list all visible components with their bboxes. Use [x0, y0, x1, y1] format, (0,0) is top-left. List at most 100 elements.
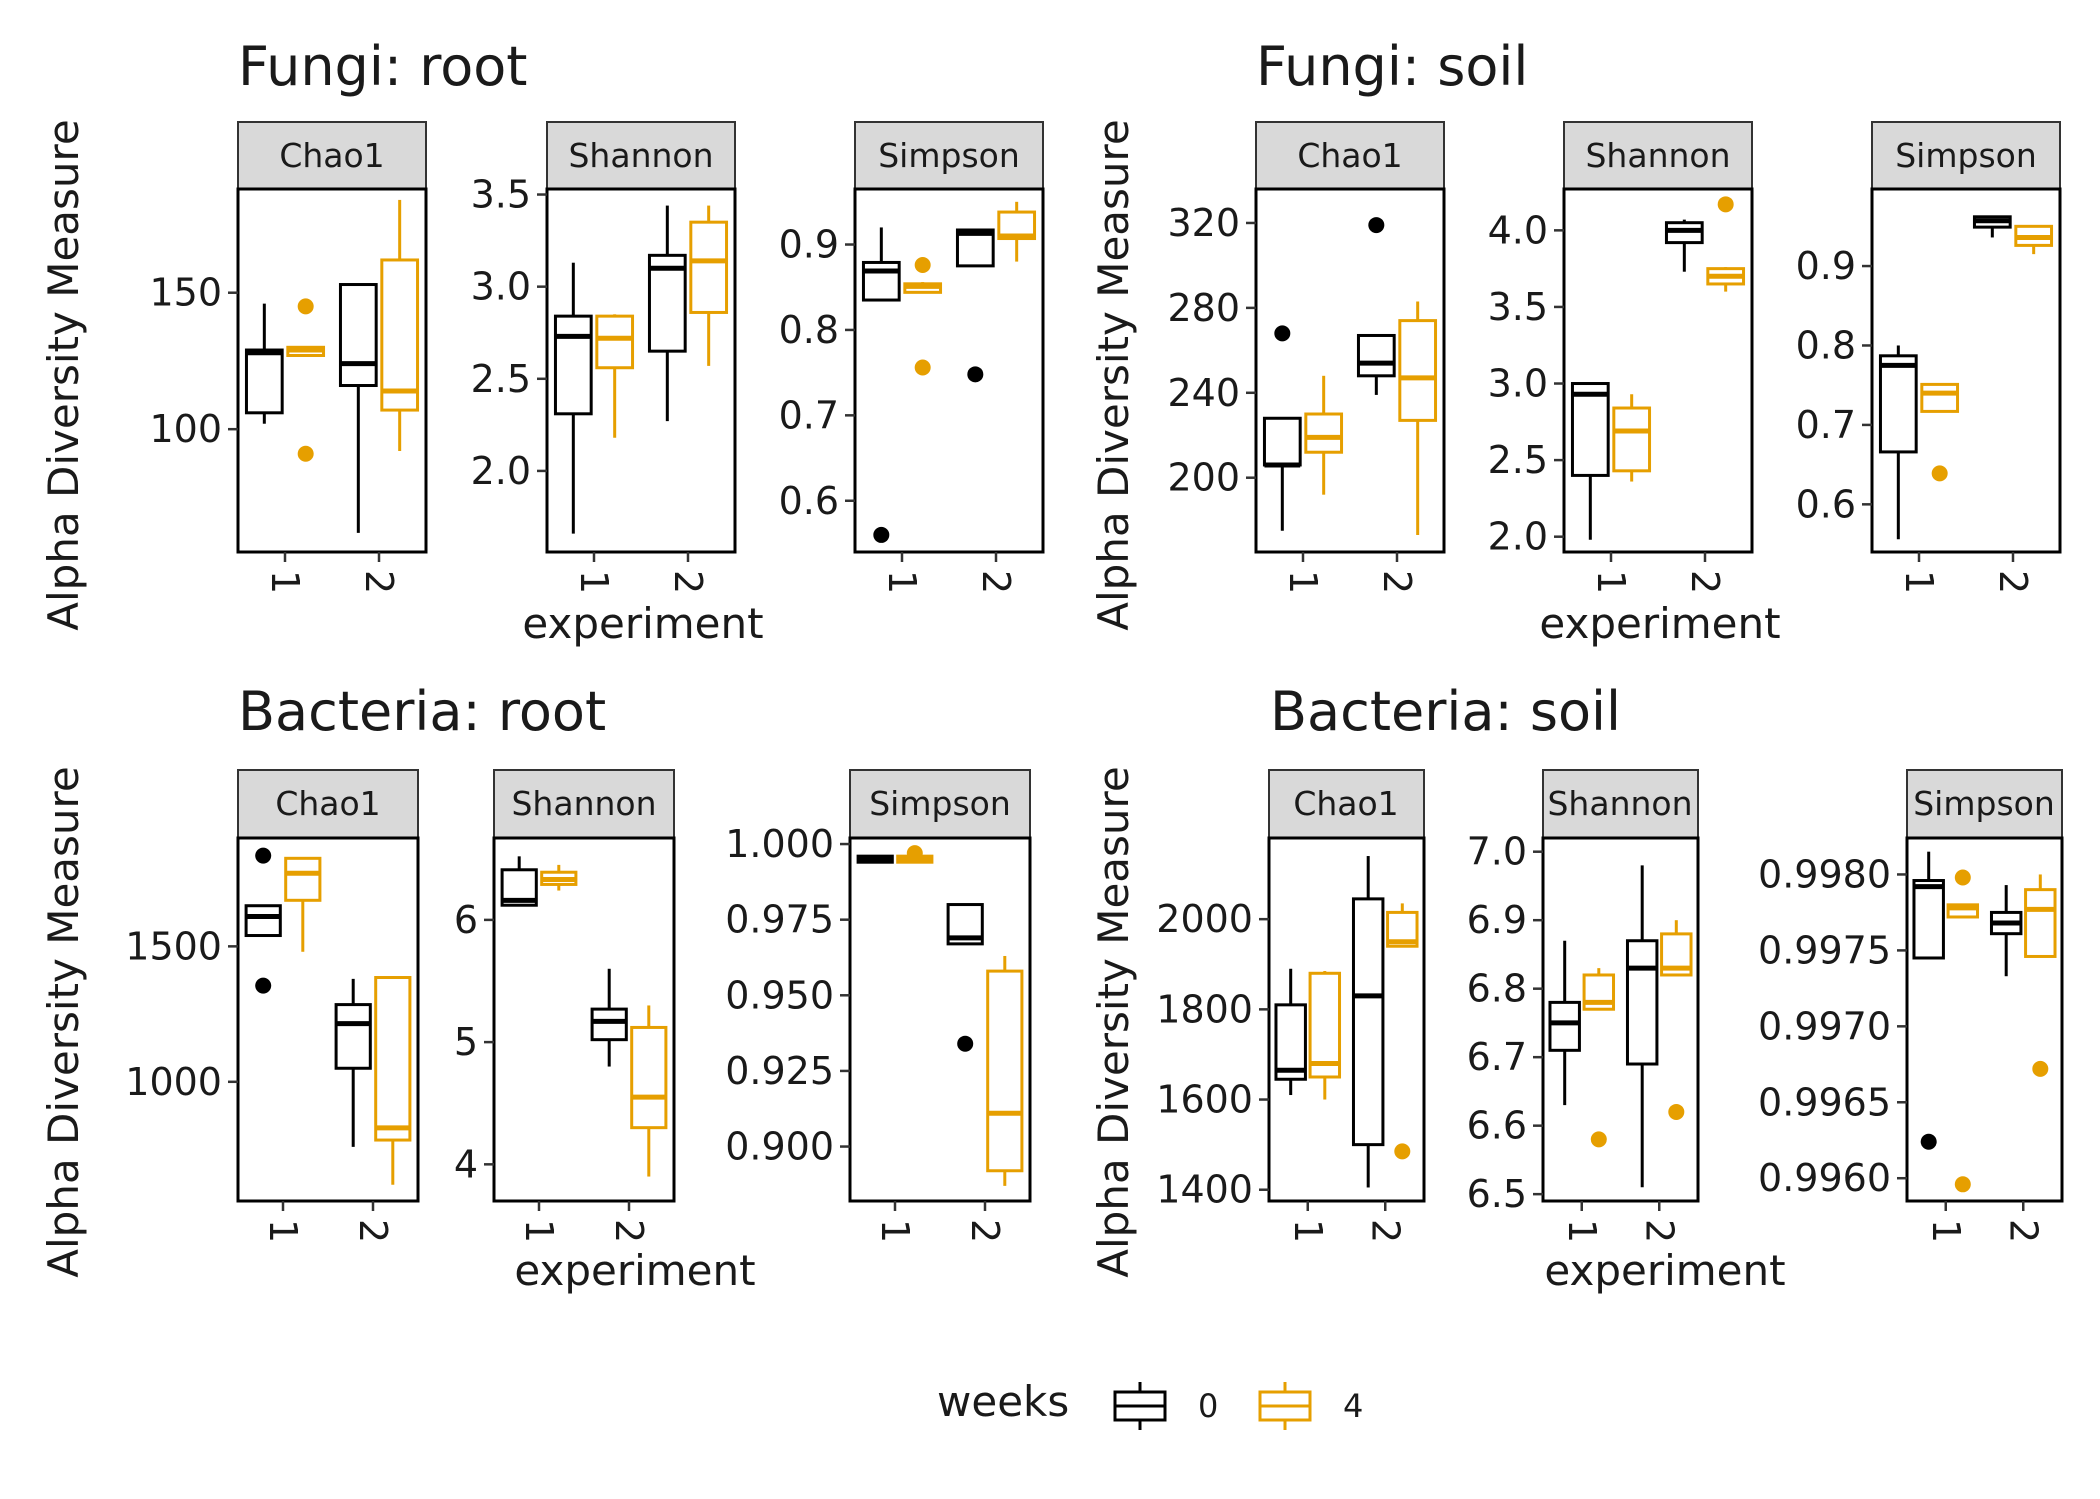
- x-tick-label: 1: [873, 1219, 917, 1243]
- box-week4-exp2: [630, 1005, 668, 1177]
- box-week4-exp2: [2014, 224, 2054, 255]
- panel-border: [1870, 187, 2062, 554]
- facet-plot-shannon: 6.5 6.6 6.7 6.8 6.9 7.0 1 2: [1467, 830, 1700, 1243]
- panel-border: [236, 187, 428, 554]
- chart-title: Fungi: soil: [1256, 35, 1528, 98]
- x-tick-label: 2: [974, 570, 1018, 594]
- facet-shannon: Shannon: [1563, 121, 1753, 190]
- panel-border: [1541, 836, 1700, 1203]
- facet-plot-chao1: 200 240 280 320 1 2: [1167, 187, 1446, 594]
- strip-label: Chao1: [1297, 136, 1402, 175]
- box-week4-exp1: [903, 257, 943, 376]
- y-tick-label: 3.5: [471, 173, 531, 217]
- chart-bacteria-soil: Bacteria: soil Alpha Diversity Measure e…: [1089, 680, 2063, 1295]
- box-week0-exp1: [244, 303, 284, 424]
- box-week4-exp1: [595, 314, 635, 438]
- y-tick-label: 6.5: [1467, 1172, 1527, 1216]
- box-week0-exp1: [1548, 940, 1581, 1106]
- strip-label: Chao1: [275, 784, 380, 823]
- box-week0-exp1: [861, 227, 901, 543]
- outlier-point: [914, 359, 931, 376]
- y-tick-label: 2000: [1156, 897, 1253, 941]
- y-tick-label: 4: [454, 1142, 478, 1186]
- y-tick-label: 6.6: [1467, 1104, 1527, 1148]
- box-week0-exp1: [1262, 325, 1302, 531]
- y-tick-label: 2.5: [1488, 438, 1548, 482]
- box-week0-exp1: [244, 847, 282, 994]
- x-tick-label: 2: [1991, 570, 2035, 594]
- box-iqr: [244, 904, 282, 938]
- box-iqr: [1356, 333, 1396, 378]
- outlier-point: [967, 366, 984, 383]
- facet-plot-simpson: 0.900 0.925 0.950 0.975 1.000 1 2: [725, 822, 1032, 1243]
- box-iqr: [1612, 406, 1652, 473]
- x-tick-label: 1: [1589, 570, 1633, 594]
- y-tick-label: 0.6: [779, 479, 839, 523]
- outlier-point: [1954, 869, 1971, 886]
- outlier-point: [1590, 1131, 1607, 1148]
- box-iqr: [630, 1025, 668, 1130]
- y-tick-label: 3.0: [471, 265, 531, 309]
- box-iqr: [689, 220, 729, 314]
- box-week0-exp2: [946, 903, 984, 1052]
- y-tick-label: 0.8: [779, 308, 839, 352]
- x-tick-label: 2: [351, 1219, 395, 1243]
- y-tick-label: 0.9: [779, 223, 839, 267]
- outlier-point: [1717, 196, 1734, 213]
- box-iqr: [553, 314, 593, 416]
- y-tick-label: 0.9960: [1758, 1156, 1891, 1200]
- x-tick-label: 1: [1286, 1219, 1330, 1243]
- y-tick-label: 2.0: [1488, 515, 1548, 559]
- box-week4-exp2: [997, 201, 1037, 262]
- outlier-point: [957, 1035, 974, 1052]
- box-week4-exp2: [1386, 903, 1419, 1160]
- x-tick-label: 2: [963, 1219, 1007, 1243]
- box-week0-exp2: [1972, 215, 2012, 238]
- x-tick-label: 1: [1281, 570, 1325, 594]
- y-tick-label: 6: [454, 898, 478, 942]
- box-iqr: [2024, 888, 2057, 958]
- facet-plot-simpson: 0.9960 0.9965 0.9970 0.9975 0.9980 1 2: [1758, 836, 2064, 1243]
- box-iqr: [1262, 416, 1302, 467]
- x-tick-label: 2: [1363, 1219, 1407, 1243]
- outlier-point: [914, 257, 931, 274]
- chart-fungi-root: Fungi: root Alpha Diversity Measure expe…: [39, 35, 1044, 648]
- outlier-point: [1394, 1143, 1411, 1160]
- box-week4-exp2: [1660, 920, 1693, 1120]
- box-iqr: [955, 228, 995, 268]
- panel-border: [236, 836, 420, 1203]
- panel-border: [1267, 836, 1426, 1203]
- facet-shannon: Shannon: [546, 121, 736, 190]
- y-tick-label: 6.9: [1467, 898, 1527, 942]
- box-week0-exp2: [955, 228, 995, 383]
- y-tick-label: 150: [149, 271, 222, 315]
- outlier-point: [873, 526, 890, 543]
- chart-bacteria-root: Bacteria: root Alpha Diversity Measure e…: [39, 680, 1031, 1295]
- box-week4-exp2: [2024, 874, 2057, 1077]
- y-tick-label: 0.9965: [1758, 1080, 1891, 1124]
- legend-key-week0: [1113, 1382, 1167, 1430]
- panel-border: [1562, 187, 1754, 554]
- facet-simpson: Simpson: [849, 769, 1031, 839]
- x-tick-label: 1: [263, 570, 307, 594]
- box-iqr: [1912, 879, 1945, 960]
- x-axis-title: experiment: [1539, 599, 1780, 648]
- box-week0-exp1: [1570, 382, 1610, 540]
- facet-simpson: Simpson: [1906, 769, 2063, 839]
- box-iqr: [1548, 1000, 1581, 1052]
- box-week0-exp2: [1664, 219, 1704, 272]
- box-iqr: [595, 314, 635, 370]
- box-iqr: [1625, 939, 1659, 1066]
- x-tick-label: 1: [1897, 570, 1941, 594]
- box-iqr: [1304, 412, 1344, 454]
- box-iqr: [380, 258, 420, 412]
- y-tick-label: 100: [149, 407, 222, 451]
- strip-label: Simpson: [878, 136, 1020, 175]
- outlier-point: [297, 298, 314, 315]
- box-week0-exp2: [1351, 856, 1385, 1188]
- box-week4-exp1: [1304, 375, 1344, 495]
- box-week4-exp2: [986, 955, 1024, 1186]
- box-iqr: [986, 969, 1024, 1173]
- x-tick-label: 2: [1683, 570, 1727, 594]
